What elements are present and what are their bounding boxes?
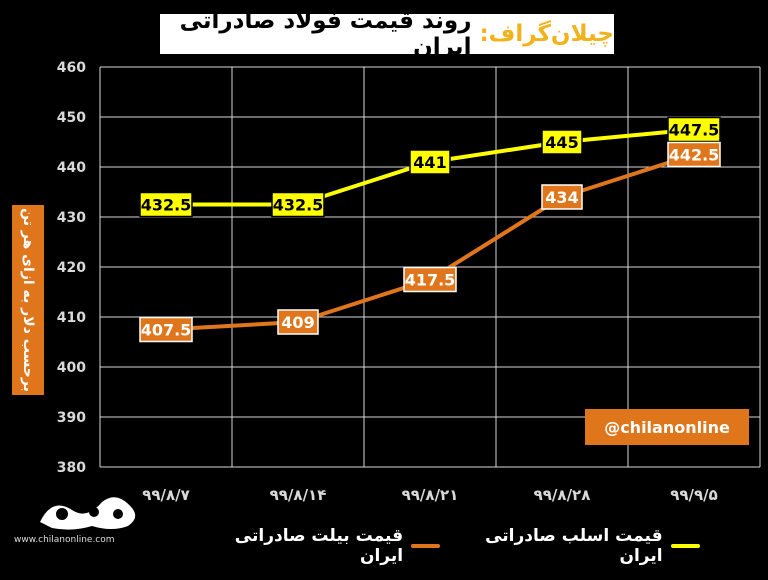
logo-url: www.chilanonline.com [14,535,115,545]
data-label-box [139,316,193,343]
legend-label-billet: قیمت بیلت صادراتی ایران [234,526,404,566]
legend: قیمت اسلب صادراتی ایران قیمت بیلت صادرات… [190,526,700,566]
data-label-box [409,149,451,175]
legend-swatch-billet [411,544,441,548]
x-tick-label: ۹۹/۸/۱۴ [270,486,327,504]
data-label: 432.5 [273,196,324,215]
data-label: 445 [545,133,578,152]
data-label: 409 [281,313,314,332]
legend-swatch-slab [670,544,700,548]
data-label-box [403,266,457,293]
y-tick-label: 450 [57,110,86,126]
y-tick-label: 460 [57,60,86,76]
brand-logo-icon [40,497,136,530]
y-tick-label: 430 [57,210,86,226]
y-axis-label-box: برحسب دلار به ازای هر تن [12,205,44,395]
watermark-handle: @chilanonline [585,409,749,445]
y-tick-label: 390 [57,410,86,426]
chart-title: روند قیمت فولاد صادراتی ایران [179,8,472,60]
y-tick-label: 420 [57,260,86,276]
legend-item-billet: قیمت بیلت صادراتی ایران [190,526,441,566]
series-line [164,152,696,332]
data-label: 447.5 [669,121,720,140]
data-label-box [277,309,319,335]
legend-label-slab: قیمت اسلب صادراتی ایران [485,526,663,566]
data-label-box [541,184,583,210]
y-tick-label: 380 [57,460,86,476]
y-axis-label: برحسب دلار به ازای هر تن [20,208,37,392]
x-tick-label: ۹۹/۸/۲۱ [402,486,459,504]
data-label-box [667,116,721,143]
brand-logo: www.chilanonline.com [14,492,144,552]
y-tick-label: 410 [57,310,86,326]
data-label: 441 [413,153,446,172]
data-label: 407.5 [141,321,192,340]
chart-title-bar: چیلان‌گراف: روند قیمت فولاد صادراتی ایرا… [160,8,614,60]
y-tick-label: 400 [57,360,86,376]
data-label-box [667,141,721,168]
legend-item-slab: قیمت اسلب صادراتی ایران [440,526,700,566]
x-tick-label: ۹۹/۸/۲۸ [534,486,591,504]
data-label-box [139,191,193,218]
data-label: 434 [545,188,578,207]
data-label: 432.5 [141,196,192,215]
x-tick-label: ۹۹/۸/۷ [142,486,190,504]
y-tick-label: 440 [57,160,86,176]
data-label: 417.5 [405,271,456,290]
data-label-box [271,191,325,218]
data-label-box [541,129,583,155]
title-brand: چیلان‌گراف: [479,21,614,47]
data-label: 442.5 [669,146,720,165]
x-tick-label: ۹۹/۹/۵ [670,486,718,504]
